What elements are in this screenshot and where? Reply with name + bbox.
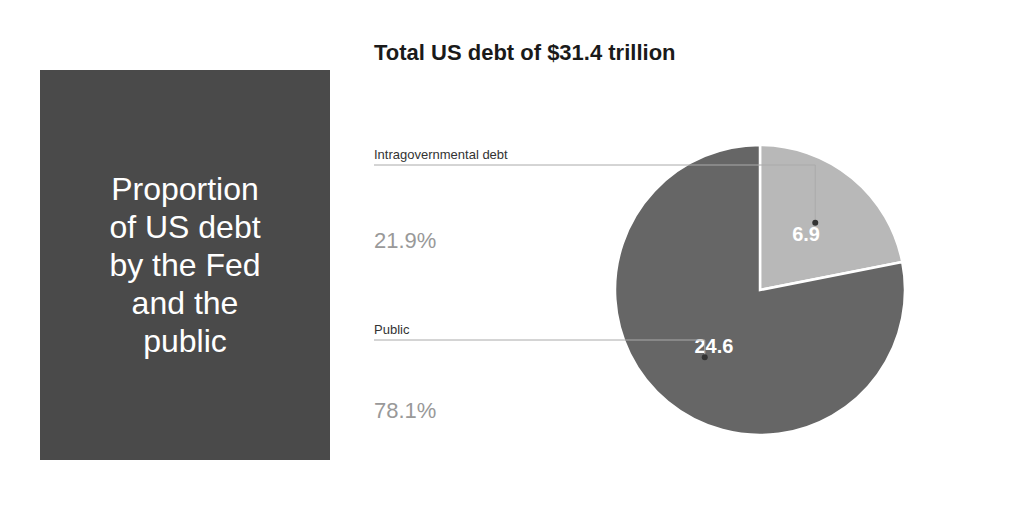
side-panel-text: Proportionof US debtby the Fedand thepub… — [109, 171, 260, 359]
leader-line — [374, 340, 705, 357]
category-label: Intragovernmental debt — [374, 147, 508, 162]
side-panel-line: and the — [132, 285, 239, 321]
data-label: 6.9 — [792, 223, 820, 245]
callout: Intragovernmental debt 21.9% — [374, 147, 818, 253]
leader-dot — [812, 220, 818, 226]
side-panel-line: public — [143, 323, 227, 359]
side-panel — [40, 70, 330, 460]
pie-slice — [615, 145, 905, 435]
category-label: Public — [374, 322, 410, 337]
data-label: 24.6 — [694, 335, 733, 357]
chart: Proportionof US debtby the Fedand thepub… — [0, 0, 1024, 512]
leader-line — [374, 165, 815, 223]
side-panel-line: by the Fed — [109, 247, 260, 283]
title: Total US debt of $31.4 trillion — [374, 40, 676, 65]
leader-dot — [702, 354, 708, 360]
callout: Public 78.1% — [374, 322, 708, 423]
share-label: 21.9% — [374, 228, 436, 253]
share-label: 78.1% — [374, 398, 436, 423]
side-panel-line: Proportion — [111, 171, 259, 207]
side-panel-line: of US debt — [109, 209, 260, 245]
pie: 6.9 24.6 — [615, 145, 905, 435]
